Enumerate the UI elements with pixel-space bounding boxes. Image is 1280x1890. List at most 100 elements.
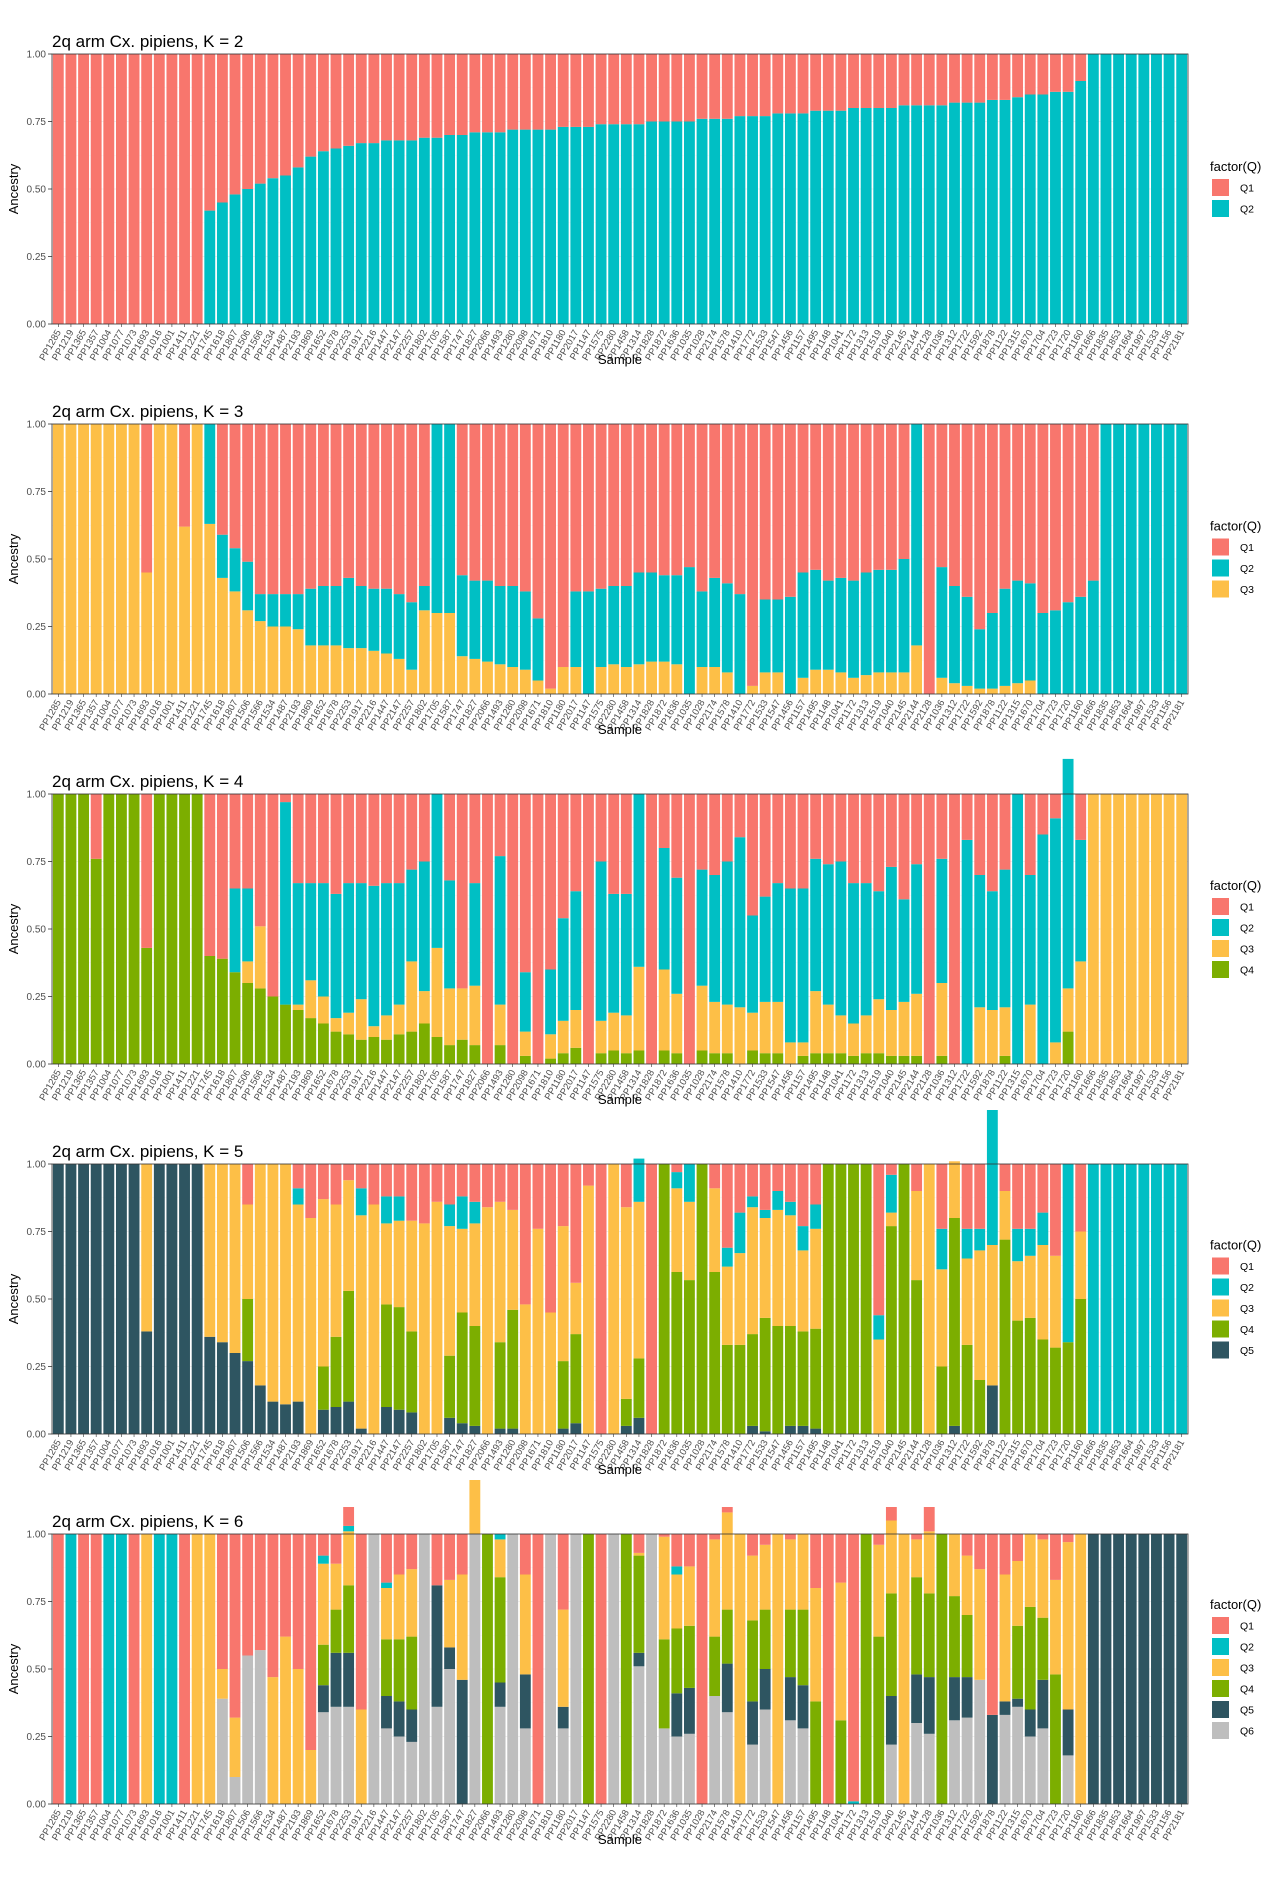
bar-segment-q1 bbox=[734, 1164, 746, 1213]
y-axis-title: Ancestry bbox=[6, 1273, 21, 1324]
bar-segment-q1 bbox=[343, 54, 355, 146]
bar-segment-q2 bbox=[683, 1164, 695, 1202]
bar-segment-q3 bbox=[166, 424, 178, 694]
bar-segment-q3 bbox=[191, 1534, 203, 1804]
bar-segment-q2 bbox=[330, 893, 342, 1019]
bar-segment-q1 bbox=[65, 54, 77, 324]
bar-segment-q1 bbox=[734, 794, 746, 838]
bar-segment-q1 bbox=[822, 54, 834, 111]
bar-segment-q2 bbox=[305, 156, 317, 324]
bar-segment-q1 bbox=[1050, 424, 1061, 611]
chart-k2: 2q arm Cx. pipiens, K = 2 0.00 0.25 0.50 0.7… bbox=[6, 32, 1261, 367]
bar-segment-q1 bbox=[949, 54, 960, 103]
bar-segment-q1 bbox=[608, 794, 620, 894]
y-tick-label: 0.00 bbox=[27, 1060, 47, 1071]
bar-segment-q6 bbox=[608, 1534, 620, 1804]
bar-segment-q3 bbox=[494, 1539, 506, 1578]
bar-segment-q3 bbox=[507, 1209, 519, 1310]
bar-segment-q2 bbox=[709, 577, 721, 667]
bar-segment-q1 bbox=[179, 1534, 190, 1804]
bar-segment-q2 bbox=[961, 102, 973, 324]
bar-segment-q2 bbox=[204, 210, 216, 324]
bar-segment-q1 bbox=[999, 424, 1011, 589]
bar-segment-q2 bbox=[949, 102, 960, 324]
bar-segment-q2 bbox=[545, 129, 557, 324]
bar-segment-q2 bbox=[305, 883, 317, 981]
bar-segment-q5 bbox=[784, 1425, 796, 1434]
bar-segment-q3 bbox=[974, 1569, 986, 1680]
bar-segment-q3 bbox=[330, 1563, 342, 1610]
bar-segment-q3 bbox=[784, 1539, 796, 1610]
bar-segment-q4 bbox=[305, 1018, 317, 1064]
bar-segment-q1 bbox=[810, 1164, 822, 1205]
bar-segment-q2 bbox=[1037, 613, 1049, 694]
y-tick-label: 0.25 bbox=[27, 1362, 47, 1373]
legend: factor(Q) Q1 Q2 Q3 bbox=[1210, 519, 1261, 598]
bar-segment-q4 bbox=[494, 1045, 506, 1064]
bar-segment-q2 bbox=[1100, 1164, 1112, 1434]
bar-segment-q2 bbox=[747, 1196, 758, 1208]
bar-segment-q4 bbox=[393, 1639, 405, 1702]
bar-segment-q2 bbox=[911, 424, 923, 646]
bar-segment-q2 bbox=[570, 891, 582, 1010]
bar-segment-q4 bbox=[772, 1053, 784, 1064]
bar-segment-q4 bbox=[911, 1280, 923, 1434]
bar-segment-q2 bbox=[494, 1534, 506, 1540]
bar-segment-q3 bbox=[1012, 683, 1024, 694]
y-axis-title: Ancestry bbox=[6, 903, 21, 954]
bar-segment-q5 bbox=[519, 1674, 531, 1729]
bar-segment-q4 bbox=[570, 1047, 582, 1064]
bar-segment-q1 bbox=[305, 424, 317, 589]
bar-segment-q4 bbox=[784, 1326, 796, 1426]
bar-segment-q6 bbox=[759, 1709, 771, 1804]
bar-segment-q6 bbox=[557, 1728, 569, 1804]
bar-segment-q5 bbox=[65, 1164, 77, 1434]
bar-segment-q1 bbox=[305, 1534, 317, 1750]
bar-segment-q4 bbox=[759, 1317, 771, 1432]
panel-k3: 2q arm Cx. pipiens, K = 3 0.00 0.25 0.50 0.7… bbox=[0, 370, 1280, 740]
bar-segment-q2 bbox=[885, 108, 897, 324]
bar-segment-q4 bbox=[1062, 1342, 1074, 1434]
legend: factor(Q) Q1 Q2 Q3 Q4 Q5 bbox=[1210, 1238, 1261, 1359]
bar-segment-q2 bbox=[1138, 1164, 1150, 1434]
bar-segment-q1 bbox=[583, 424, 594, 592]
bar-segment-q1 bbox=[330, 424, 342, 586]
bar-segment-q6 bbox=[658, 1728, 670, 1804]
bar-segment-q1 bbox=[242, 1164, 254, 1205]
legend-key-q4 bbox=[1212, 1320, 1229, 1338]
bar-segment-q4 bbox=[835, 1164, 847, 1434]
bar-segment-q3 bbox=[456, 1574, 468, 1680]
bar-segment-q1 bbox=[974, 1164, 986, 1229]
bar-segment-q1 bbox=[848, 794, 859, 884]
bar-segment-q2 bbox=[418, 861, 430, 992]
bar-segment-q1 bbox=[835, 794, 847, 862]
bar-segment-q3 bbox=[873, 1339, 885, 1434]
bar-segment-q1 bbox=[519, 1164, 531, 1305]
bar-segment-q4 bbox=[330, 1031, 342, 1064]
bar-segment-q4 bbox=[431, 1037, 443, 1064]
bar-segment-q4 bbox=[583, 1534, 594, 1804]
bar-segment-q2 bbox=[1176, 1164, 1188, 1434]
bar-segment-q3 bbox=[671, 993, 683, 1054]
bar-segment-q1 bbox=[381, 1534, 392, 1583]
bar-segment-q1 bbox=[1062, 1534, 1074, 1543]
bar-segment-q4 bbox=[721, 1344, 733, 1434]
bar-segment-q6 bbox=[330, 1706, 342, 1804]
bar-segment-q3 bbox=[961, 1258, 973, 1345]
legend-label: Q2 bbox=[1240, 1282, 1254, 1294]
panel-k6: 2q arm Cx. pipiens, K = 6 0.00 0.25 0.50 0.7… bbox=[0, 1480, 1280, 1850]
x-axis-title: Sample bbox=[598, 722, 642, 737]
bar-segment-q4 bbox=[949, 1596, 960, 1678]
bar-segment-q5 bbox=[141, 1331, 153, 1434]
bar-segment-q3 bbox=[885, 1212, 897, 1227]
bar-segment-q3 bbox=[734, 1007, 746, 1064]
bar-segment-q1 bbox=[671, 1534, 683, 1567]
bar-segment-q3 bbox=[1062, 988, 1074, 1032]
bar-segment-q4 bbox=[65, 794, 77, 1064]
bar-segment-q2 bbox=[721, 583, 733, 673]
bar-segment-q4 bbox=[810, 1053, 822, 1064]
bar-segment-q2 bbox=[469, 1201, 481, 1224]
bar-segment-q3 bbox=[482, 1207, 493, 1434]
bar-segment-q3 bbox=[620, 1015, 632, 1054]
bar-segment-q2 bbox=[1125, 424, 1137, 694]
